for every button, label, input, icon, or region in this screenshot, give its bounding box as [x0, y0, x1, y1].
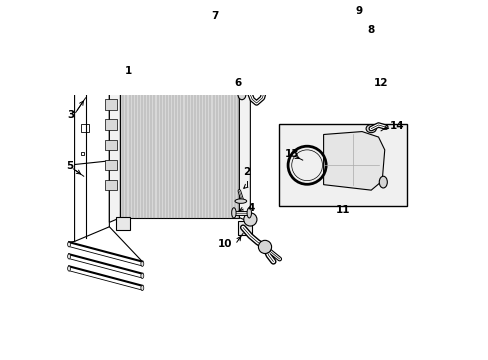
Text: 10: 10	[217, 239, 232, 249]
Bar	[81, 123, 89, 131]
Text: 3: 3	[67, 110, 74, 120]
Bar	[105, 99, 117, 109]
Bar	[195, 38, 209, 50]
Circle shape	[258, 240, 271, 253]
Text: 2: 2	[243, 167, 250, 177]
Text: 7: 7	[211, 11, 218, 21]
Bar	[116, 216, 130, 230]
Bar	[337, 82, 342, 87]
Ellipse shape	[235, 199, 246, 203]
Ellipse shape	[141, 285, 143, 291]
Ellipse shape	[231, 208, 236, 218]
Polygon shape	[239, 60, 250, 222]
Bar	[105, 180, 117, 190]
Polygon shape	[109, 55, 120, 222]
Text: 9: 9	[355, 6, 362, 16]
Text: 8: 8	[367, 25, 374, 35]
Bar	[105, 59, 117, 69]
Circle shape	[244, 213, 256, 226]
Text: 14: 14	[389, 121, 403, 131]
Text: 13: 13	[284, 149, 298, 159]
Bar	[105, 120, 117, 130]
Ellipse shape	[141, 261, 143, 266]
Ellipse shape	[305, 39, 355, 74]
Ellipse shape	[238, 89, 245, 100]
Ellipse shape	[67, 254, 70, 259]
Text: 1: 1	[124, 66, 132, 76]
Ellipse shape	[67, 242, 70, 247]
Bar	[238, 221, 252, 235]
Bar	[81, 152, 84, 156]
Ellipse shape	[366, 125, 376, 132]
Text: 4: 4	[247, 203, 255, 213]
Circle shape	[315, 30, 333, 49]
Text: 11: 11	[335, 205, 349, 215]
Text: 12: 12	[373, 78, 387, 88]
Bar	[105, 79, 117, 89]
Ellipse shape	[141, 273, 143, 278]
Text: 5: 5	[66, 161, 73, 171]
Ellipse shape	[379, 176, 386, 188]
Ellipse shape	[195, 32, 206, 46]
Bar	[120, 60, 239, 217]
Bar	[278, 124, 407, 206]
Ellipse shape	[337, 82, 349, 87]
Ellipse shape	[352, 54, 358, 64]
Bar	[105, 140, 117, 150]
Bar	[106, 50, 124, 58]
Bar	[322, 83, 331, 87]
Ellipse shape	[246, 208, 251, 218]
Polygon shape	[323, 131, 384, 190]
Bar	[105, 160, 117, 170]
Text: 6: 6	[234, 78, 242, 88]
Ellipse shape	[302, 54, 309, 64]
Ellipse shape	[67, 266, 70, 271]
